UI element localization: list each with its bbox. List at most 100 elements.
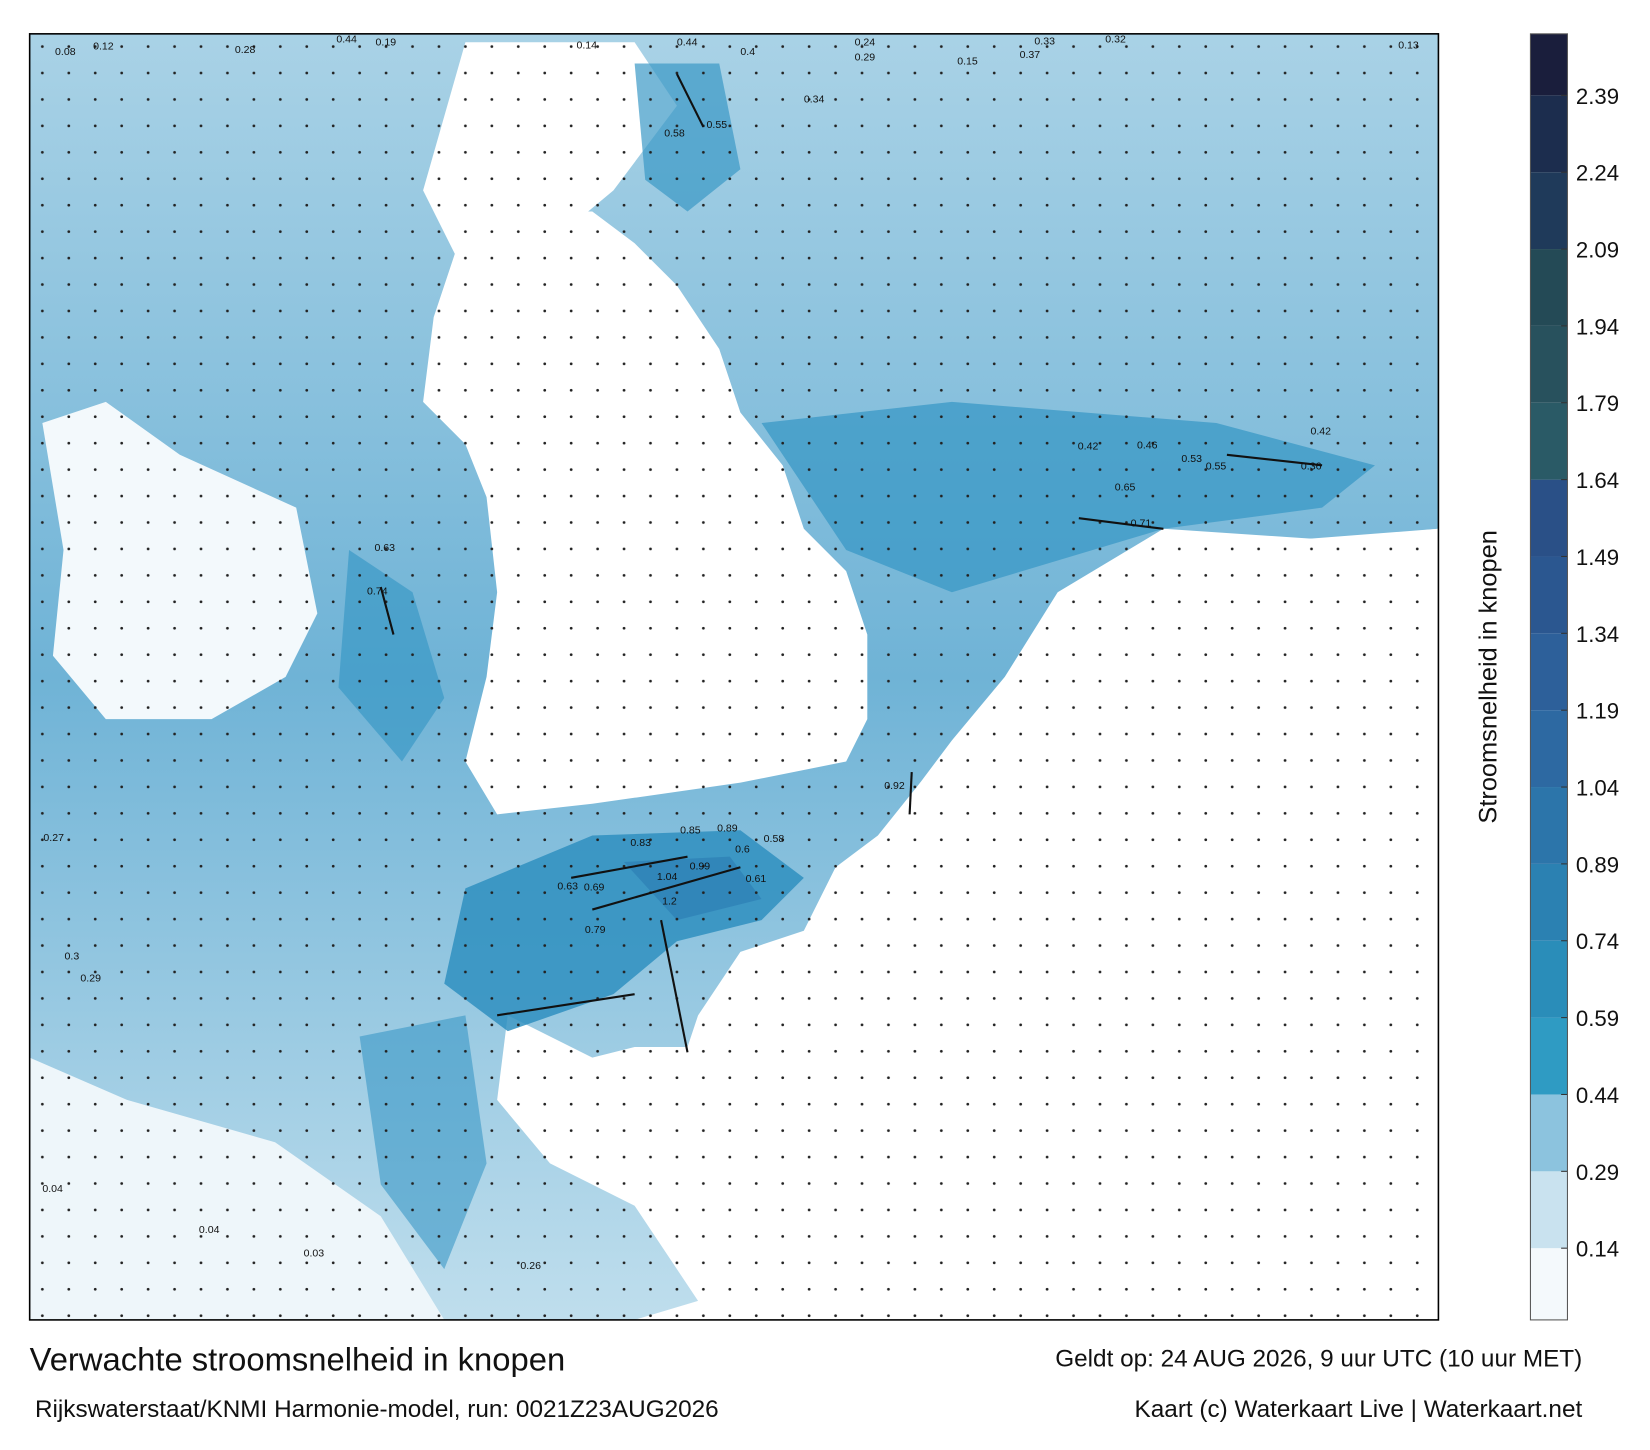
colorbar-tick-label: 1.34 bbox=[1576, 622, 1619, 647]
colorbar-title: Stroomsnelheid in knopen bbox=[1475, 530, 1503, 823]
colorbar-band bbox=[1530, 863, 1568, 941]
speed-label: 0.33 bbox=[1034, 35, 1055, 47]
colorbar-band bbox=[1530, 1017, 1568, 1095]
speed-label: 0.55 bbox=[1206, 461, 1227, 473]
speed-label: 0.04 bbox=[42, 1183, 63, 1195]
arrow bbox=[379, 586, 395, 635]
speed-label: 0.63 bbox=[374, 542, 395, 554]
colorbar-tick-label: 0.74 bbox=[1576, 929, 1619, 954]
colorbar-tick-label: 2.39 bbox=[1576, 84, 1619, 109]
speed-label: 0.44 bbox=[336, 33, 357, 45]
speed-label: 0.28 bbox=[235, 44, 256, 56]
speed-label: 0.42 bbox=[1310, 426, 1331, 438]
arrow bbox=[675, 73, 705, 128]
speed-label: 0.08 bbox=[55, 46, 76, 58]
colorbar-tick-label: 2.09 bbox=[1576, 238, 1619, 263]
speed-label: 0.04 bbox=[199, 1224, 220, 1236]
speed-label: 0.74 bbox=[367, 585, 388, 597]
arrow bbox=[592, 866, 741, 911]
speed-label: 0.15 bbox=[957, 56, 978, 68]
speed-label: 0.19 bbox=[376, 36, 397, 48]
colorbar-tick-label: 0.44 bbox=[1576, 1083, 1619, 1108]
colorbar-band bbox=[1530, 710, 1568, 788]
colorbar-band bbox=[1530, 787, 1568, 864]
colorbar-tick-label: 1.64 bbox=[1576, 468, 1619, 493]
colorbar-tick-label: 1.04 bbox=[1576, 776, 1619, 801]
speed-label: 0.99 bbox=[690, 860, 711, 872]
speed-label: 1.04 bbox=[657, 871, 678, 883]
speed-label: 0.26 bbox=[520, 1260, 541, 1272]
speed-label: 0.6 bbox=[735, 843, 750, 855]
colorbar-band bbox=[1530, 940, 1568, 1018]
colorbar-band bbox=[1530, 325, 1568, 403]
speed-label: 0.44 bbox=[677, 36, 698, 48]
arrow bbox=[570, 855, 688, 879]
speed-label: 0.13 bbox=[1398, 40, 1419, 52]
speed-label: 0.71 bbox=[1131, 518, 1152, 530]
colorbar-tick-label: 1.94 bbox=[1576, 314, 1619, 339]
speed-label: 0.03 bbox=[304, 1247, 325, 1259]
speed-label: 0.36 bbox=[1301, 461, 1322, 473]
current-arrows bbox=[379, 73, 1323, 1053]
speed-label: 0.69 bbox=[584, 882, 605, 894]
colorbar-band bbox=[1530, 479, 1568, 557]
speed-label: 0.12 bbox=[93, 41, 114, 53]
speed-label: 0.46 bbox=[1137, 439, 1158, 451]
colorbar-frame bbox=[1529, 33, 1568, 1321]
speed-label: 0.53 bbox=[1181, 453, 1202, 465]
colorbar-band bbox=[1530, 249, 1568, 326]
colorbar-band bbox=[1530, 1094, 1568, 1172]
colorbar-band bbox=[1530, 172, 1568, 250]
arrow bbox=[1078, 517, 1164, 530]
colorbar-tick-label: 2.24 bbox=[1576, 161, 1619, 186]
colorbar-tick-label: 1.49 bbox=[1576, 545, 1619, 570]
vector-grid bbox=[29, 33, 1439, 1320]
speed-label: 0.85 bbox=[680, 824, 701, 836]
arrow bbox=[496, 993, 635, 1017]
speed-label: 0.4 bbox=[740, 46, 755, 58]
speed-labels: 0.08 0.12 0.280.44 0.19 0.14 0.440.40.240.29 0… bbox=[42, 33, 1419, 1272]
speed-label: 1.2 bbox=[662, 895, 677, 907]
map-area: 0.08 0.12 0.280.44 0.19 0.14 0.440.40.240.29 0… bbox=[29, 33, 1439, 1320]
speed-label: 0.37 bbox=[1020, 49, 1041, 61]
speed-label: 0.32 bbox=[1105, 33, 1126, 45]
speed-label: 0.92 bbox=[884, 780, 905, 792]
speed-label: 0.83 bbox=[630, 837, 651, 849]
arrow bbox=[660, 919, 689, 1053]
colorbar-tick-label: 1.79 bbox=[1576, 391, 1619, 416]
speed-label: 0.29 bbox=[855, 51, 876, 63]
colorbar-tick-label: 1.19 bbox=[1576, 699, 1619, 724]
colorbar-band bbox=[1530, 33, 1568, 96]
speed-label: 0.29 bbox=[80, 972, 101, 984]
speed-label: 0.27 bbox=[43, 832, 64, 844]
speed-label: 0.61 bbox=[746, 873, 767, 885]
speed-label: 0.55 bbox=[707, 119, 728, 131]
colorbar-tick-label: 0.89 bbox=[1576, 852, 1619, 877]
colorbar-tick-label: 0.14 bbox=[1576, 1237, 1619, 1262]
speed-label: 0.89 bbox=[717, 822, 738, 834]
speed-label: 0.3 bbox=[65, 950, 80, 962]
arrow bbox=[908, 772, 913, 815]
colorbar: 0.14 0.29 0.44 0.59 0.74 0.89 1.04 1.19 1.34 1.49… bbox=[1530, 33, 1619, 1320]
colorbar-tick-label: 0.29 bbox=[1576, 1160, 1619, 1185]
colorbar-tick-label: 0.59 bbox=[1576, 1006, 1619, 1031]
speed-label: 0.34 bbox=[804, 94, 825, 106]
title: Verwachte stroomsnelheid in knopen bbox=[30, 1341, 566, 1378]
arrow bbox=[1226, 453, 1323, 467]
speed-label: 0.79 bbox=[585, 924, 606, 936]
valid-time: Geldt op: 24 AUG 2026, 9 uur UTC (10 uur… bbox=[1055, 1345, 1582, 1372]
speed-label: 0.58 bbox=[664, 127, 685, 139]
colorbar-band bbox=[1530, 1248, 1568, 1320]
speed-label: 0.65 bbox=[1115, 482, 1136, 494]
speed-label: 0.58 bbox=[764, 833, 785, 845]
colorbar-band bbox=[1530, 556, 1568, 634]
speed-label: 0.42 bbox=[1078, 440, 1099, 452]
colorbar-band bbox=[1530, 402, 1568, 480]
colorbar-band bbox=[1530, 1171, 1568, 1249]
colorbar-band bbox=[1530, 95, 1568, 173]
colorbar-band bbox=[1530, 633, 1568, 711]
subtitle: Rijkswaterstaat/KNMI Harmonie-model, run… bbox=[35, 1396, 719, 1423]
credit: Kaart (c) Waterkaart Live | Waterkaart.n… bbox=[1135, 1396, 1583, 1423]
